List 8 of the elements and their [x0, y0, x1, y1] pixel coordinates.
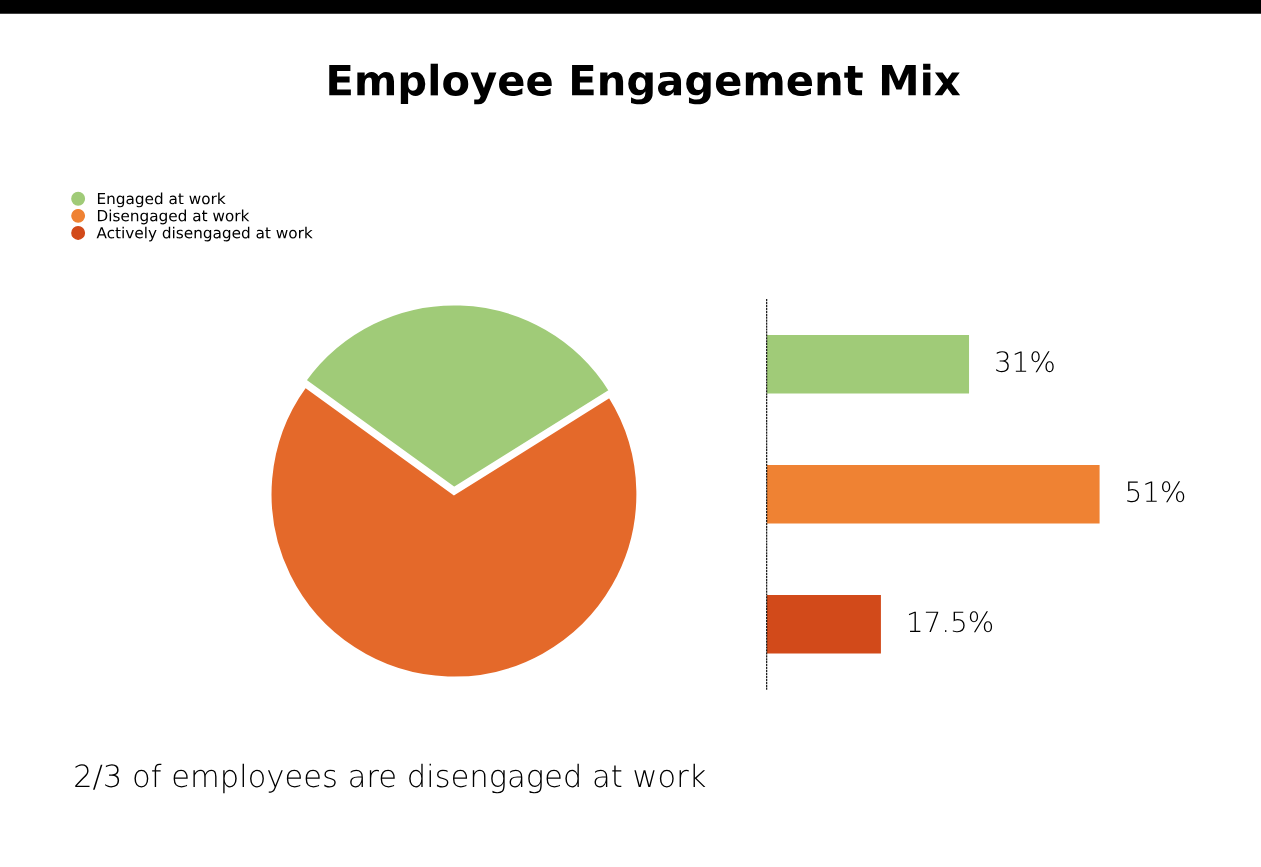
legend-label: Disengaged at work: [97, 209, 250, 225]
legend-label: Actively disengaged at work: [96, 226, 313, 242]
legend-label: Engaged at work: [97, 192, 226, 208]
data-label: 17.5%: [908, 611, 993, 633]
text: 2/3 of employees are disengaged at work: [75, 763, 706, 794]
data-label: 31%: [996, 351, 1054, 373]
data-label: 51%: [1127, 481, 1185, 503]
chart-title: Employee Engagement Mix: [329, 63, 961, 105]
